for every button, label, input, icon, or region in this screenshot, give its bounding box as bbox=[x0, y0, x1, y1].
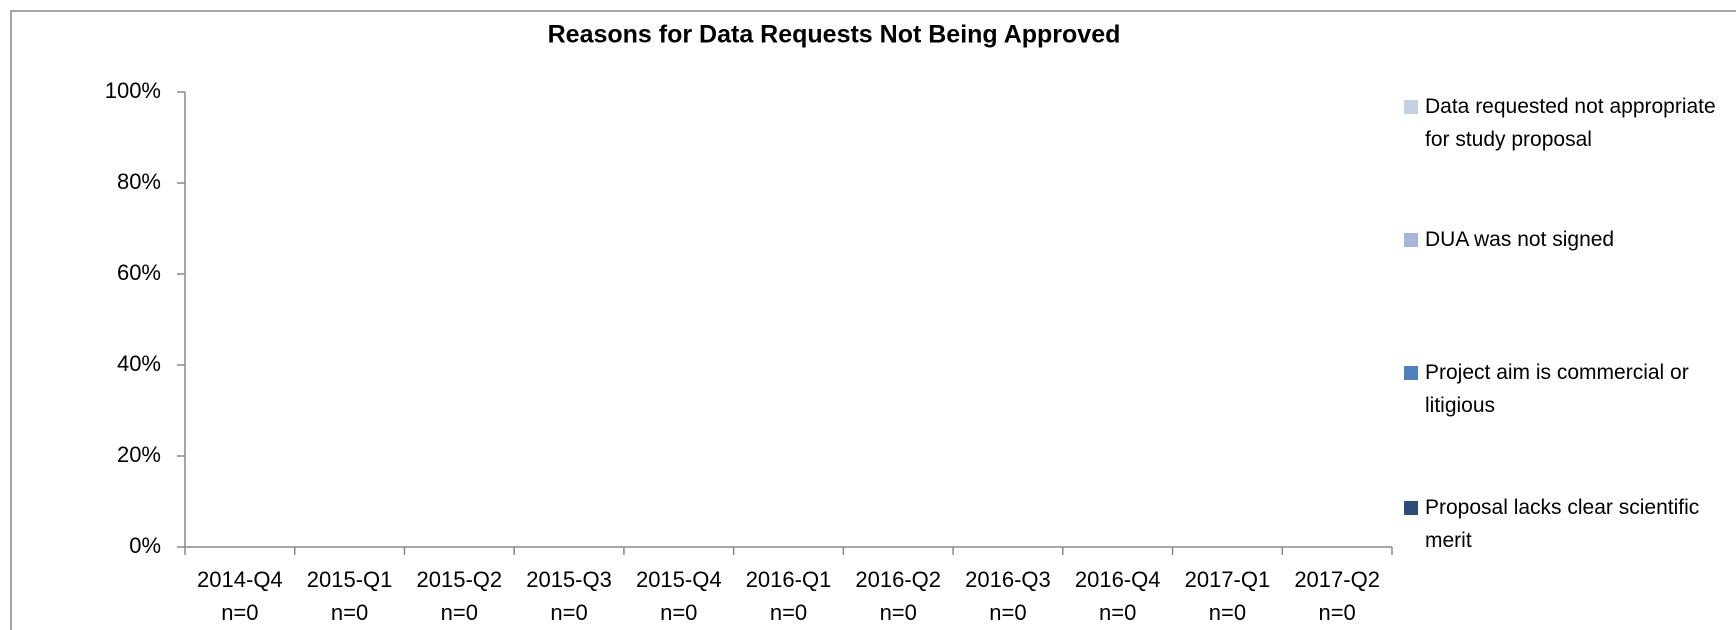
y-tick-label: 0% bbox=[129, 533, 161, 558]
x-tick-label: 2014-Q4 bbox=[197, 567, 283, 592]
legend-swatch bbox=[1404, 501, 1418, 515]
legend-item: Data requested not appropriate for study… bbox=[1404, 90, 1734, 156]
legend-swatch bbox=[1404, 100, 1418, 114]
x-tick-sublabel: n=0 bbox=[770, 600, 807, 625]
legend-label: DUA was not signed bbox=[1425, 228, 1615, 251]
y-tick-label: 20% bbox=[117, 442, 161, 467]
x-tick-label: 2017-Q1 bbox=[1185, 567, 1271, 592]
y-tick-label: 80% bbox=[117, 169, 161, 194]
legend-label: Project aim is commercial or litigious bbox=[1425, 361, 1689, 417]
legend-item: Project aim is commercial or litigious bbox=[1404, 356, 1734, 422]
x-tick-sublabel: n=0 bbox=[331, 600, 368, 625]
y-tick-label: 100% bbox=[105, 78, 161, 103]
y-tick-label: 60% bbox=[117, 260, 161, 285]
x-tick-sublabel: n=0 bbox=[880, 600, 917, 625]
legend-item: Proposal lacks clear scientific merit bbox=[1404, 491, 1734, 557]
x-tick-sublabel: n=0 bbox=[550, 600, 587, 625]
x-tick-label: 2016-Q4 bbox=[1075, 567, 1161, 592]
y-tick-label: 40% bbox=[117, 351, 161, 376]
chart-border bbox=[10, 10, 1736, 630]
legend-swatch bbox=[1404, 366, 1418, 380]
x-tick-label: 2017-Q2 bbox=[1294, 567, 1380, 592]
x-tick-label: 2015-Q2 bbox=[417, 567, 503, 592]
legend-label: Data requested not appropriate for study… bbox=[1425, 95, 1716, 151]
x-tick-label: 2016-Q2 bbox=[855, 567, 941, 592]
x-tick-label: 2016-Q1 bbox=[746, 567, 832, 592]
x-tick-sublabel: n=0 bbox=[441, 600, 478, 625]
x-tick-sublabel: n=0 bbox=[1209, 600, 1246, 625]
legend-item: DUA was not signed bbox=[1404, 223, 1734, 256]
chart-title: Reasons for Data Requests Not Being Appr… bbox=[548, 21, 1121, 49]
legend-swatch bbox=[1404, 233, 1418, 247]
x-tick-sublabel: n=0 bbox=[989, 600, 1026, 625]
x-tick-sublabel: n=0 bbox=[1099, 600, 1136, 625]
x-tick-label: 2015-Q3 bbox=[526, 567, 612, 592]
x-tick-label: 2015-Q4 bbox=[636, 567, 722, 592]
x-tick-label: 2015-Q1 bbox=[307, 567, 393, 592]
legend-label: Proposal lacks clear scientific merit bbox=[1425, 496, 1700, 552]
x-tick-label: 2016-Q3 bbox=[965, 567, 1051, 592]
x-tick-sublabel: n=0 bbox=[660, 600, 697, 625]
x-tick-sublabel: n=0 bbox=[221, 600, 258, 625]
x-tick-sublabel: n=0 bbox=[1318, 600, 1355, 625]
